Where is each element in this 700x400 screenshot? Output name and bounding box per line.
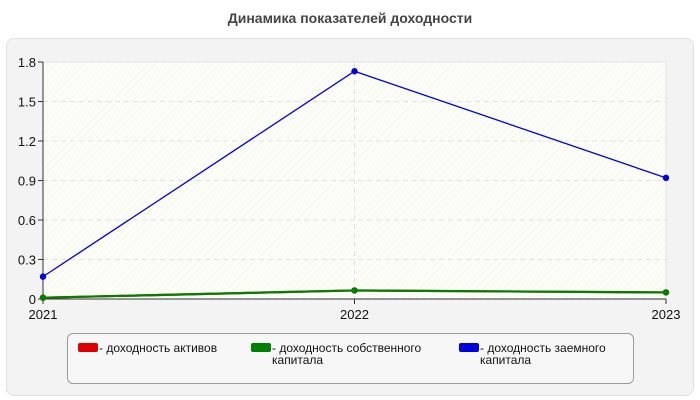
legend-label-equity: - доходность собственного капитала: [272, 341, 422, 367]
legend-swatch-assets: [78, 343, 98, 352]
data-point-debt: [39, 273, 47, 280]
data-point-equity: [39, 294, 47, 301]
chart-legend: - доходность активов - доходность собств…: [67, 333, 634, 384]
chart-title: Динамика показателей доходности: [227, 10, 473, 26]
data-point-debt: [351, 68, 358, 75]
data-point-equity: [662, 289, 670, 296]
y-tick-label: 0.3: [18, 253, 36, 268]
y-tick-label: 1.8: [18, 55, 36, 70]
legend-label-assets: - доходность активов: [99, 341, 218, 355]
y-tick-label: 1.5: [18, 95, 36, 110]
y-tick-label: 1.2: [18, 134, 36, 149]
data-point-equity: [351, 287, 358, 294]
data-point-debt: [662, 174, 670, 182]
y-tick-label: 0.9: [18, 174, 36, 189]
y-tick-label: 0.6: [18, 213, 36, 228]
legend-label-debt: - доходность заемного капитала: [480, 341, 606, 367]
legend-swatch-debt: [459, 343, 479, 352]
x-tick-label: 2022: [340, 307, 369, 322]
x-tick-label: 2021: [29, 307, 58, 322]
x-tick-label: 2023: [652, 307, 681, 322]
y-tick-label: 0: [29, 292, 36, 307]
legend-swatch-equity: [251, 343, 271, 352]
